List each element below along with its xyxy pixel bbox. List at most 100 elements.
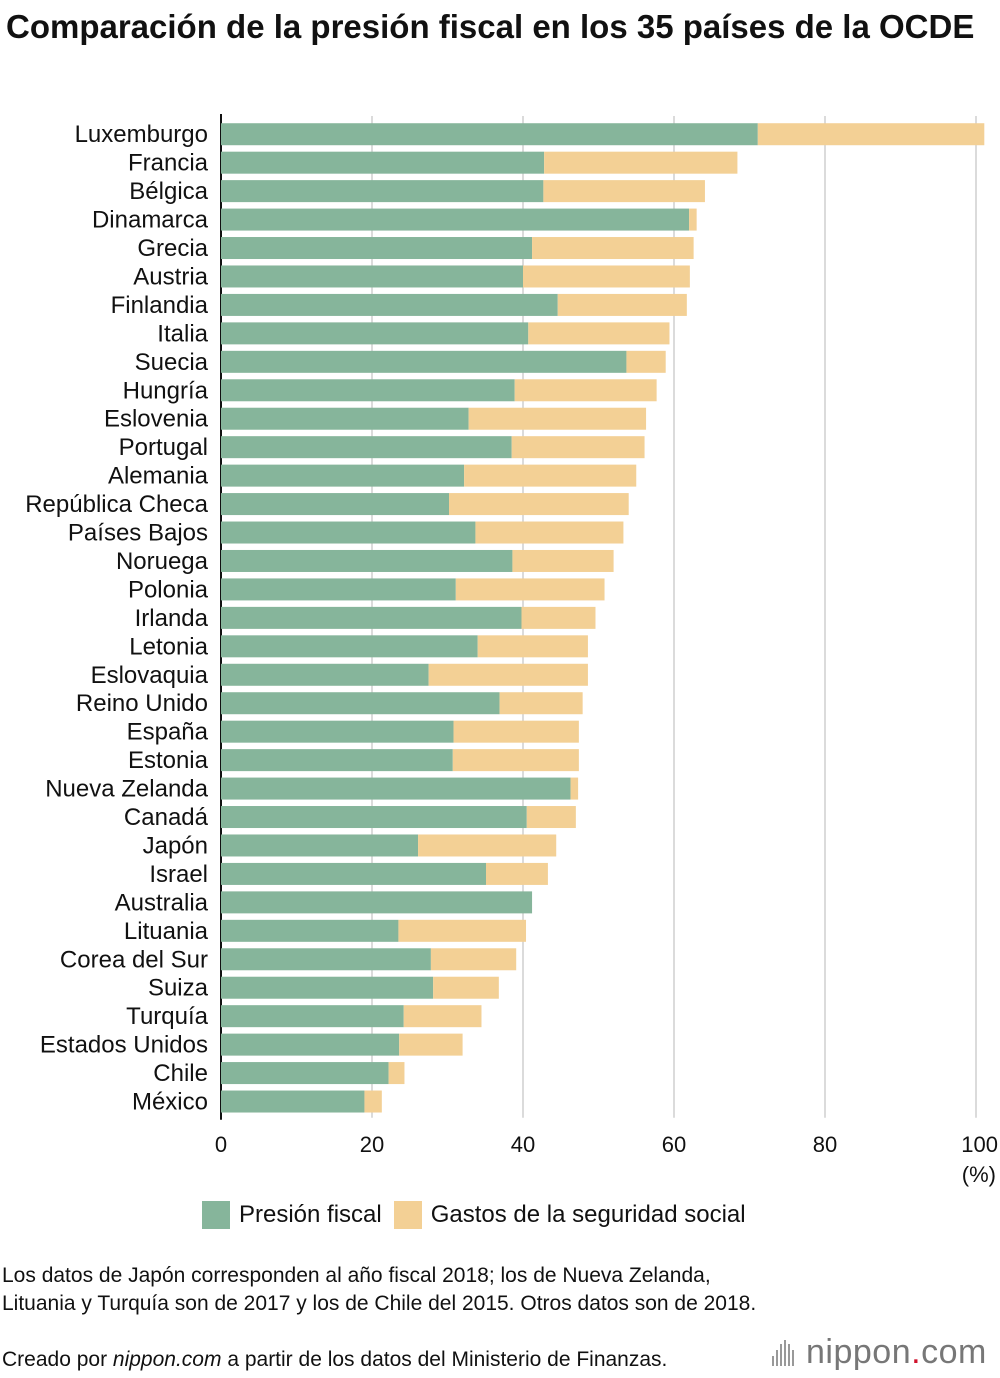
credit-suffix: a partir de los datos del Ministerio de … [221,1348,668,1371]
bar-presion-fiscal [221,350,627,373]
bar-presion-fiscal [221,635,478,658]
bar-gastos-seguridad-social [475,521,624,544]
bar-presion-fiscal [221,180,544,203]
bar-gastos-seguridad-social [528,322,670,345]
bar-gastos-seguridad-social [544,151,738,174]
legend-label-presion-fiscal: Presión fiscal [239,1201,382,1228]
credit-prefix: Creado por [2,1348,113,1371]
bar-presion-fiscal [221,834,419,857]
footnote: Los datos de Japón corresponden al año f… [2,1264,757,1315]
legend-label-gastos-seguridad-social: Gastos de la seguridad social [430,1201,746,1228]
bar-gastos-seguridad-social [511,436,645,459]
category-label: Dinamarca [92,207,209,234]
bar-gastos-seguridad-social [453,720,579,743]
chart-title: Comparación de la presión fiscal en los … [6,8,975,45]
category-label: Finlandia [111,292,209,319]
bar-gastos-seguridad-social [526,806,576,829]
category-label: Eslovaquia [91,662,209,689]
bar-gastos-seguridad-social [364,1090,382,1113]
logo-bars-icon [772,1339,796,1366]
bar-gastos-seguridad-social [486,862,548,885]
bar-presion-fiscal [221,407,469,430]
category-label: Lituania [124,918,209,945]
bar-presion-fiscal [221,1062,389,1085]
bar-presion-fiscal [221,948,431,971]
bar-presion-fiscal [221,237,533,260]
logo-dot: . [911,1333,922,1371]
bar-gastos-seguridad-social [468,407,647,430]
bar-presion-fiscal [221,123,758,146]
category-label: Israel [149,861,208,888]
bar-presion-fiscal [221,322,529,345]
x-tick-label: 60 [662,1132,686,1157]
bar-presion-fiscal [221,1033,400,1056]
category-label: Irlanda [135,605,209,632]
category-label: Polonia [128,576,209,603]
x-tick-label: 20 [360,1132,384,1157]
legend-swatch-gastos-seguridad-social [393,1201,422,1229]
bar-gastos-seguridad-social [418,834,557,857]
bar-presion-fiscal [221,1005,404,1028]
bar-presion-fiscal [221,663,429,686]
credit-site: nippon.com [112,1348,222,1371]
category-label: Chile [153,1060,208,1087]
x-axis-unit-label: (%) [962,1162,996,1187]
category-label: Canadá [124,804,209,831]
bar-gastos-seguridad-social [449,493,629,516]
category-label: Noruega [116,548,209,575]
bar-gastos-seguridad-social [514,379,657,402]
bar-presion-fiscal [221,208,690,231]
bar-gastos-seguridad-social [626,350,666,373]
category-label: Suecia [135,349,209,376]
bar-gastos-seguridad-social [455,578,605,601]
bar-presion-fiscal [221,1090,365,1113]
bar-gastos-seguridad-social [403,1005,482,1028]
bar-gastos-seguridad-social [757,123,985,146]
bar-presion-fiscal [221,549,513,572]
category-label: Nueva Zelanda [45,776,208,803]
legend-item-gastos-seguridad-social: Gastos de la seguridad social [393,1201,746,1229]
bar-presion-fiscal [221,521,476,544]
category-label: Eslovenia [104,406,209,433]
category-label: Letonia [129,633,208,660]
bar-presion-fiscal [221,777,571,800]
bar-gastos-seguridad-social [398,919,527,942]
category-label: Japón [143,832,208,859]
category-label: Francia [128,150,209,177]
bar-gastos-seguridad-social [433,976,499,999]
category-label: México [132,1089,208,1116]
bar-gastos-seguridad-social [430,948,517,971]
bar-presion-fiscal [221,493,450,516]
category-label: Grecia [137,235,208,262]
bar-presion-fiscal [221,862,487,885]
category-label: Hungría [123,377,209,404]
category-label: Portugal [119,434,208,461]
bar-presion-fiscal [221,379,515,402]
category-label: Corea del Sur [60,946,208,973]
logo-name: nippon [806,1333,912,1371]
bar-gastos-seguridad-social [428,663,588,686]
category-label: Reino Unido [76,690,208,717]
category-label: Estados Unidos [40,1032,208,1059]
category-label: Bélgica [129,178,208,205]
nippon-logo: nippon. com [772,1333,987,1372]
category-label: España [127,719,209,746]
bar-gastos-seguridad-social [452,749,579,772]
category-labels: LuxemburgoFranciaBélgicaDinamarcaGreciaA… [25,121,208,1115]
x-tick-label: 40 [511,1132,535,1157]
bar-gastos-seguridad-social [523,265,690,288]
bar-gastos-seguridad-social [532,237,694,260]
legend: Presión fiscal Gastos de la seguridad so… [202,1201,758,1229]
bar-gastos-seguridad-social [570,777,579,800]
logo-tld: com [921,1333,987,1371]
bar-layer [221,123,985,1113]
category-label: Suiza [148,975,209,1002]
bar-gastos-seguridad-social [477,635,588,658]
category-label: Luxemburgo [75,121,208,148]
legend-item-presion-fiscal: Presión fiscal [202,1201,382,1229]
category-label: Países Bajos [68,520,208,547]
category-label: Turquía [126,1003,208,1030]
x-tick-label: 0 [215,1132,227,1157]
bar-gastos-seguridad-social [689,208,697,231]
bar-presion-fiscal [221,806,527,829]
